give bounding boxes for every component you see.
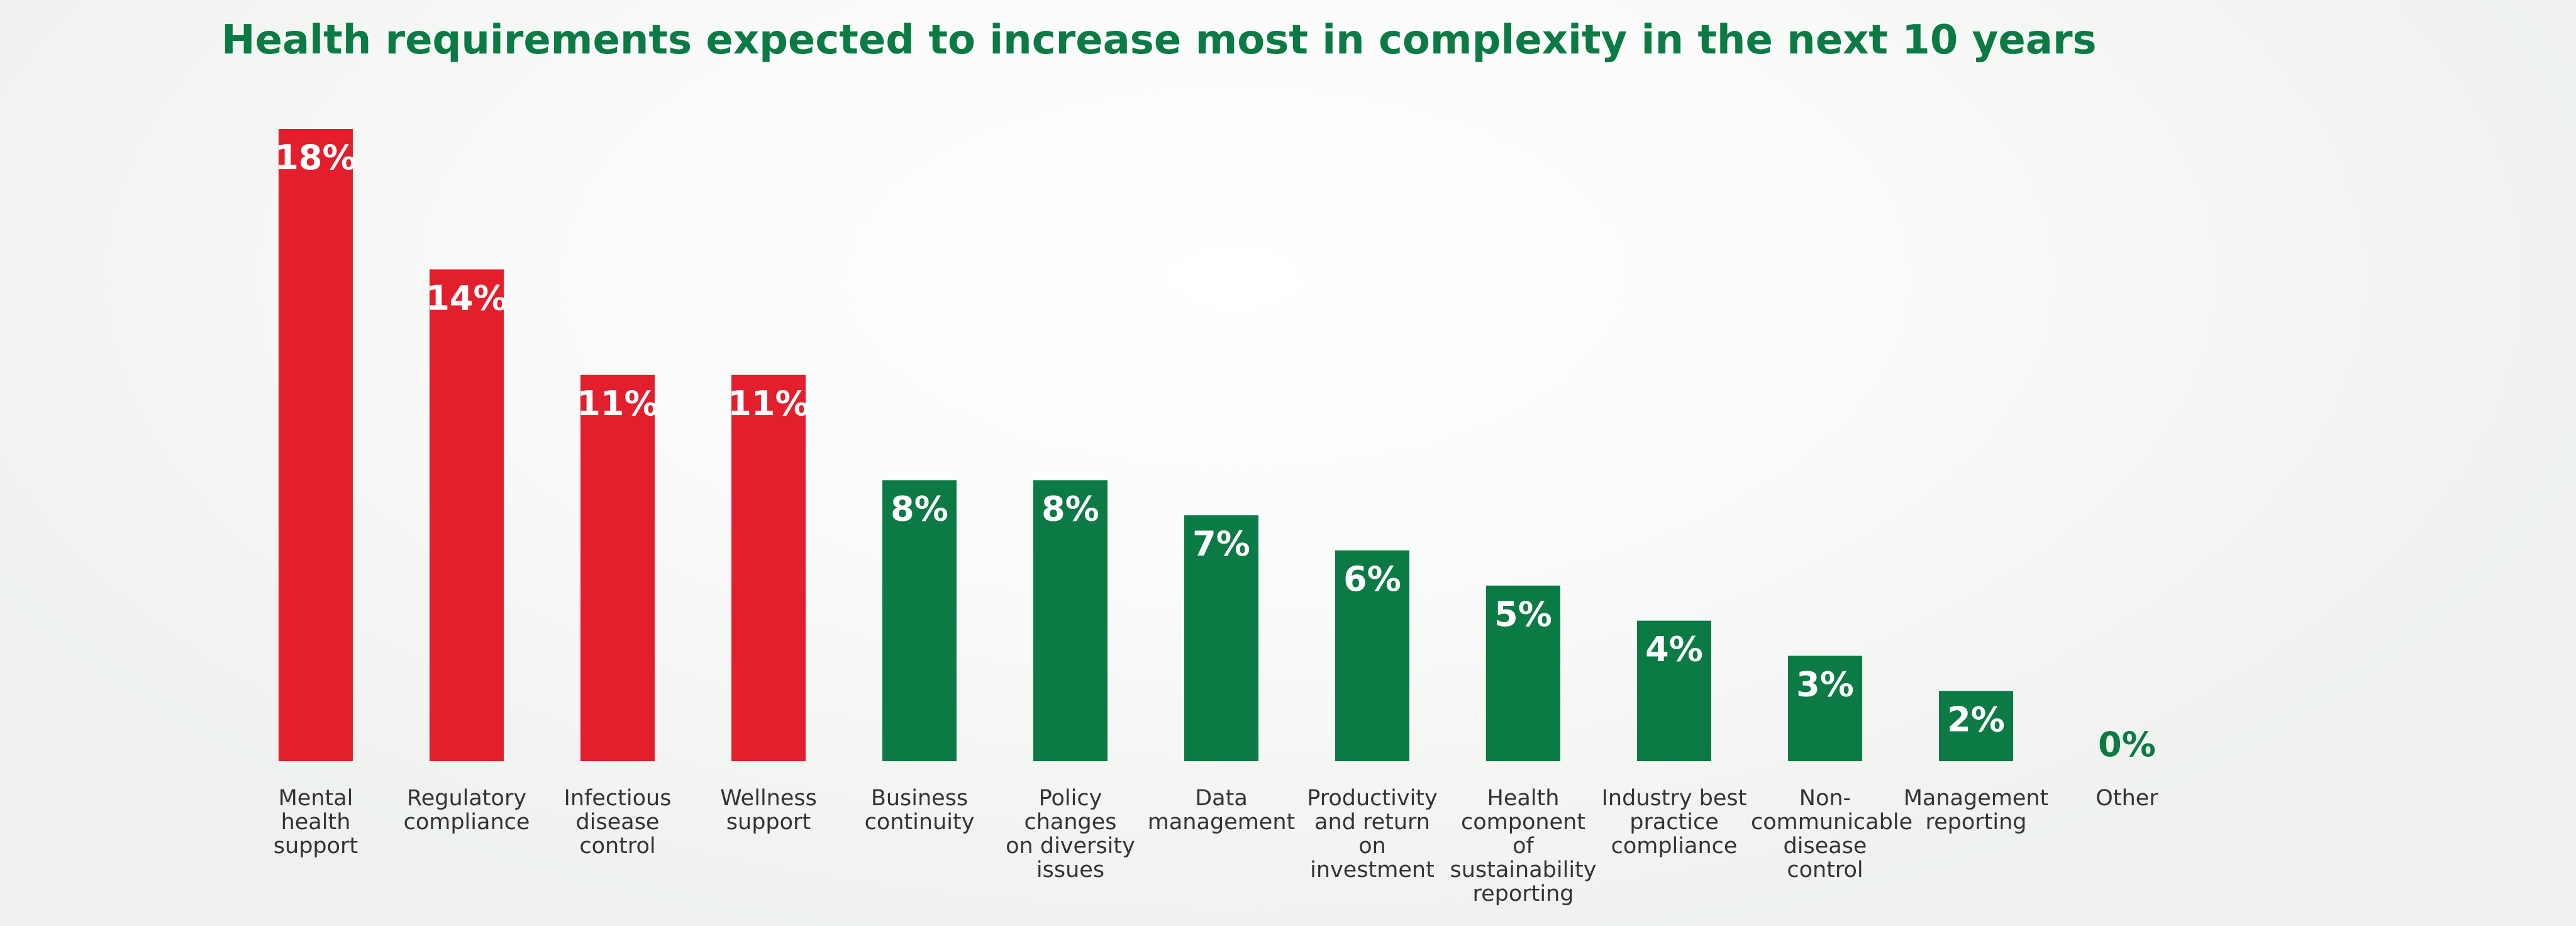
chart-title: Health requirements expected to increase… xyxy=(221,17,2097,64)
bar-9 xyxy=(1637,620,1711,761)
bar-5 xyxy=(1033,480,1108,761)
bar-3 xyxy=(731,374,806,761)
data-label-8: 5% xyxy=(1494,594,1552,634)
data-label-11: 2% xyxy=(1947,700,2005,739)
data-label-12: 0% xyxy=(2098,725,2156,764)
data-label-4: 8% xyxy=(891,489,948,528)
data-label-6: 7% xyxy=(1192,524,1250,564)
data-label-5: 8% xyxy=(1041,489,1099,528)
bar-7 xyxy=(1335,550,1409,761)
category-label-12: Other xyxy=(2096,786,2158,811)
category-label-9: Industry best practice compliance xyxy=(1601,786,1747,859)
data-label-1: 14% xyxy=(426,278,507,318)
category-label-6: Data management xyxy=(1147,786,1296,835)
category-label-2: Infectious disease control xyxy=(564,786,672,859)
bar-2 xyxy=(580,374,655,761)
data-label-9: 4% xyxy=(1645,630,1703,669)
category-label-7: Productivity and return on investment xyxy=(1307,786,1438,883)
data-label-7: 6% xyxy=(1343,559,1401,599)
data-label-2: 11% xyxy=(577,384,658,423)
bar-1 xyxy=(430,269,504,761)
category-label-11: Management reporting xyxy=(1903,786,2049,835)
bar-11 xyxy=(1939,691,2013,761)
bar-10 xyxy=(1788,655,1862,761)
category-label-3: Wellness support xyxy=(720,786,817,835)
category-label-5: Policy changes on diversity issues xyxy=(1006,786,1135,883)
bar-0 xyxy=(279,129,353,761)
category-label-10: Non- communicable disease control xyxy=(1751,786,1913,883)
category-label-1: Regulatory compliance xyxy=(403,786,530,835)
bar-6 xyxy=(1184,515,1258,761)
category-label-8: Health component of sustainability repor… xyxy=(1450,786,1597,906)
bar-8 xyxy=(1486,585,1560,761)
data-label-10: 3% xyxy=(1796,665,1854,705)
bar-4 xyxy=(882,480,957,761)
data-label-0: 18% xyxy=(275,138,356,177)
data-label-3: 11% xyxy=(728,384,809,423)
category-label-4: Business continuity xyxy=(864,786,975,835)
category-label-0: Mental health support xyxy=(273,786,358,859)
